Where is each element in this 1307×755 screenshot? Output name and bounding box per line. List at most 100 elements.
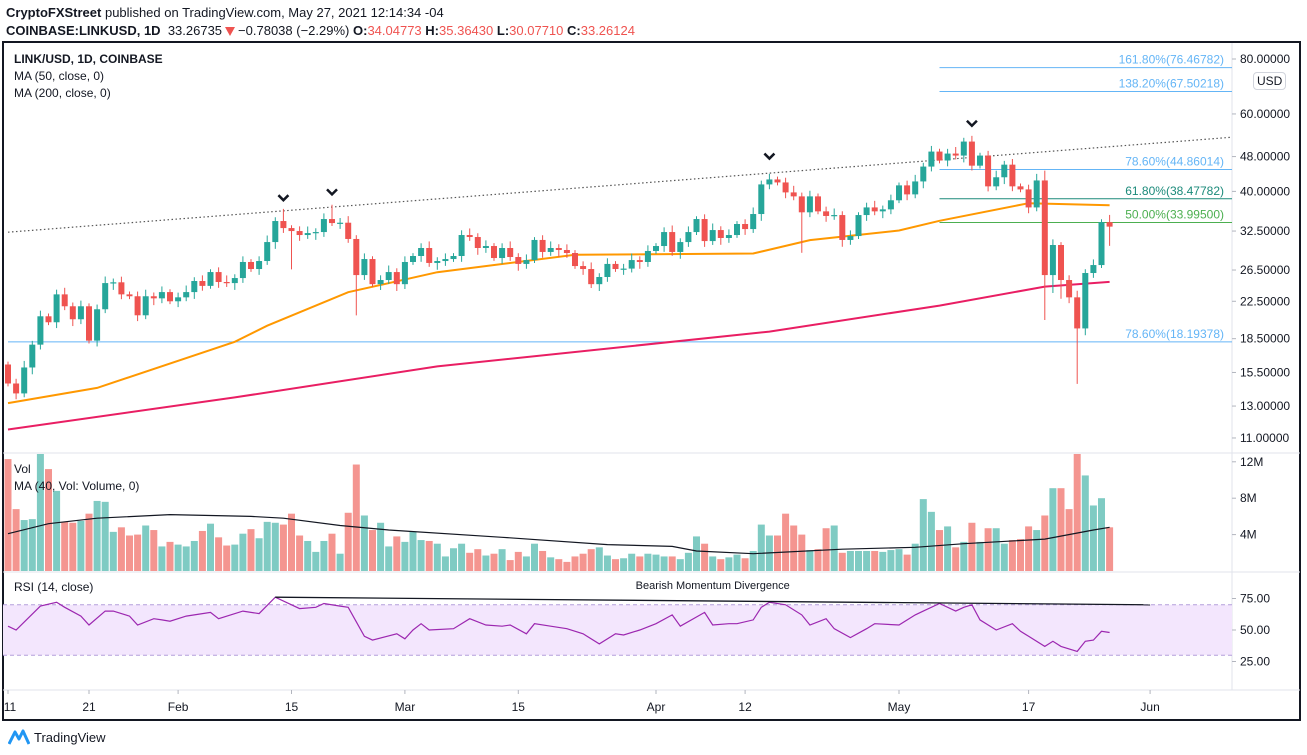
volume-bar[interactable] (741, 558, 749, 571)
candle[interactable] (831, 208, 838, 220)
volume-bar[interactable] (563, 561, 571, 571)
currency-badge[interactable]: USD (1253, 72, 1287, 90)
volume-bar[interactable] (976, 541, 984, 571)
volume-bar[interactable] (36, 453, 44, 571)
volume-bar[interactable] (1008, 540, 1016, 571)
volume-ma40-line[interactable] (7, 513, 1110, 555)
volume-bar[interactable] (579, 553, 587, 571)
volume-bar[interactable] (409, 531, 417, 571)
volume-bar[interactable] (126, 535, 133, 571)
candle[interactable] (515, 253, 522, 271)
author-name[interactable]: CryptoFXStreet (6, 5, 102, 20)
volume-bar[interactable] (628, 553, 636, 571)
volume-bar[interactable] (603, 555, 611, 571)
volume-bar[interactable] (709, 556, 717, 571)
candle[interactable] (369, 256, 376, 288)
candle[interactable] (256, 256, 263, 275)
volume-bar[interactable] (158, 546, 166, 571)
rsi-line[interactable] (7, 596, 1110, 653)
candle[interactable] (620, 263, 627, 275)
volume-bar[interactable] (207, 523, 214, 571)
candle[interactable] (1058, 242, 1064, 299)
candle[interactable] (410, 253, 416, 265)
candle[interactable] (879, 205, 886, 219)
volume-bar[interactable] (838, 552, 846, 571)
candle[interactable] (863, 202, 870, 221)
volume-bar[interactable] (1081, 475, 1089, 571)
volume-bar[interactable] (830, 525, 838, 572)
ma200-line[interactable] (7, 280, 1110, 431)
volume-bar[interactable] (12, 509, 20, 571)
volume-bar[interactable] (490, 553, 498, 571)
candle[interactable] (401, 256, 408, 290)
volume-bar[interactable] (636, 556, 644, 571)
volume-bar[interactable] (150, 530, 158, 571)
candle[interactable] (158, 286, 165, 304)
rsi-pane[interactable]: Bearish Momentum Divergence (3, 580, 1232, 656)
volume-bar[interactable] (336, 553, 344, 571)
ma50-line[interactable] (7, 202, 1110, 405)
volume-bar[interactable] (450, 548, 457, 571)
volume-bar[interactable] (271, 522, 279, 571)
volume-bar[interactable] (555, 559, 563, 571)
candle[interactable] (175, 292, 182, 308)
volume-bar[interactable] (936, 530, 943, 571)
candle[interactable] (426, 241, 433, 267)
volume-bar[interactable] (903, 554, 911, 571)
volume-bar[interactable] (1017, 539, 1024, 571)
volume-bar[interactable] (61, 521, 69, 571)
candle[interactable] (199, 275, 206, 291)
candle[interactable] (644, 245, 651, 267)
volume-bar[interactable] (441, 556, 449, 571)
legend-rsi[interactable]: RSI (14, close) (14, 580, 94, 594)
candle[interactable] (280, 208, 287, 233)
candle[interactable] (887, 194, 894, 215)
volume-bar[interactable] (514, 551, 522, 571)
candle[interactable] (636, 256, 643, 269)
candle[interactable] (102, 276, 109, 314)
volume-bar[interactable] (401, 541, 409, 571)
volume-bar[interactable] (425, 540, 433, 571)
volume-bar[interactable] (77, 520, 85, 571)
volume-bar[interactable] (1057, 488, 1065, 571)
volume-bar[interactable] (109, 531, 117, 571)
candle[interactable] (855, 212, 862, 239)
candle[interactable] (661, 227, 668, 252)
candle[interactable] (1001, 160, 1008, 185)
candle[interactable] (612, 261, 619, 272)
candle[interactable] (952, 146, 959, 160)
volume-bar[interactable] (595, 547, 603, 571)
volume-bar[interactable] (231, 544, 239, 571)
candle[interactable] (215, 267, 222, 288)
candle[interactable] (134, 291, 141, 322)
candle[interactable] (482, 240, 489, 253)
volume-bar[interactable] (53, 490, 61, 571)
volume-bar[interactable] (571, 556, 579, 571)
candle[interactable] (693, 216, 700, 235)
candle[interactable] (223, 275, 230, 287)
volume-bar[interactable] (215, 537, 223, 571)
candle[interactable] (183, 285, 190, 302)
candle[interactable] (993, 170, 1000, 191)
volume-bar[interactable] (166, 541, 174, 571)
volume-bar[interactable] (612, 559, 619, 571)
volume-bar[interactable] (93, 500, 101, 571)
candle[interactable] (928, 145, 935, 172)
volume-bar[interactable] (296, 535, 304, 571)
volume-bar[interactable] (806, 550, 814, 571)
volume-bar[interactable] (288, 513, 295, 571)
volume-bar[interactable] (328, 533, 336, 571)
candle[interactable] (1090, 259, 1097, 278)
volume-bar[interactable] (757, 524, 765, 571)
volume-bar[interactable] (879, 551, 887, 571)
volume-bar[interactable] (790, 525, 798, 572)
volume-bar[interactable] (385, 546, 393, 571)
candle[interactable] (944, 148, 951, 167)
candle[interactable] (653, 243, 659, 254)
candle[interactable] (288, 225, 295, 270)
candle[interactable] (717, 226, 724, 245)
volume-bar[interactable] (1098, 498, 1105, 571)
volume-bar[interactable] (198, 530, 206, 571)
volume-bar[interactable] (992, 528, 1000, 571)
